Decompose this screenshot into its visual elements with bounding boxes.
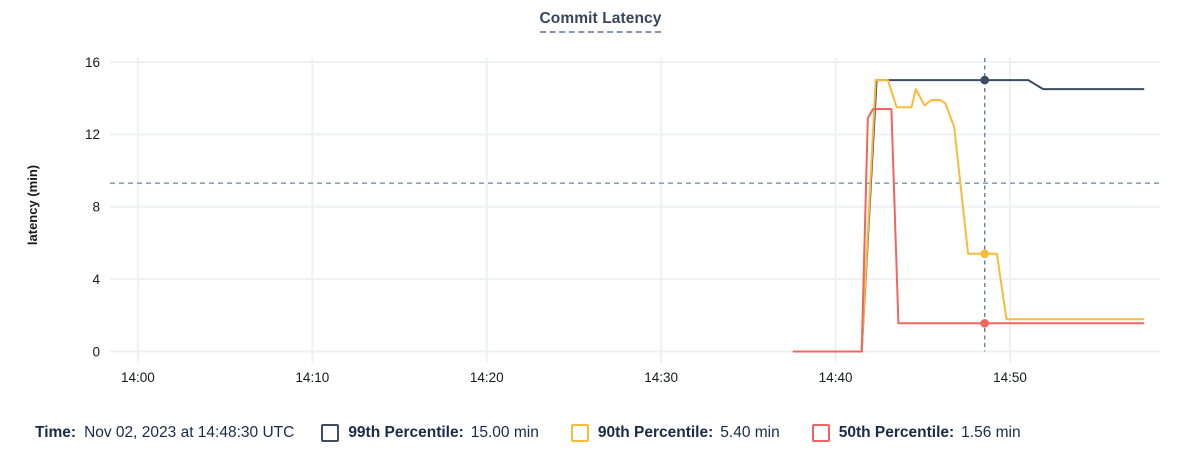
series-line-99th-percentile[interactable] bbox=[792, 79, 1145, 353]
series-line-50th-percentile[interactable] bbox=[792, 108, 1145, 353]
x-tick-label: 14:00 bbox=[121, 370, 155, 385]
y-tick-label: 0 bbox=[92, 344, 100, 359]
cursor-time-readout: Time: Nov 02, 2023 at 14:48:30 UTC bbox=[35, 424, 294, 442]
legend-item-50th-percentile[interactable]: 50th Percentile: 1.56 min bbox=[811, 424, 1021, 442]
p99-label: 99th Percentile: bbox=[348, 424, 464, 441]
x-tick-label: 14:20 bbox=[470, 370, 504, 385]
x-tick-label: 14:10 bbox=[295, 370, 329, 385]
series-line-90th-percentile[interactable] bbox=[792, 79, 1145, 353]
p99-swatch bbox=[321, 424, 340, 442]
chart-footer: Time: Nov 02, 2023 at 14:48:30 UTC 99th … bbox=[35, 424, 1021, 442]
p50-swatch bbox=[811, 424, 830, 442]
chart-title[interactable]: Commit Latency bbox=[539, 10, 662, 33]
y-tick-label: 4 bbox=[92, 272, 100, 287]
cursor-marker-99th-percentile bbox=[980, 75, 990, 85]
p50-label: 50th Percentile: bbox=[838, 424, 955, 441]
p99-value: 15.00 min bbox=[470, 424, 539, 441]
cursor-marker-50th-percentile bbox=[980, 318, 990, 328]
time-label: Time: bbox=[35, 424, 77, 441]
x-tick-label: 14:30 bbox=[644, 370, 678, 385]
cursor-marker-90th-percentile bbox=[980, 249, 990, 259]
x-tick-label: 14:50 bbox=[993, 370, 1027, 385]
p90-swatch bbox=[570, 424, 589, 442]
time-value: Nov 02, 2023 at 14:48:30 UTC bbox=[84, 424, 295, 441]
p50-value: 1.56 min bbox=[961, 424, 1021, 441]
y-tick-label: 8 bbox=[92, 200, 100, 215]
x-tick-label: 14:40 bbox=[819, 370, 853, 385]
y-axis-title: latency (min) bbox=[25, 165, 40, 245]
y-tick-label: 16 bbox=[85, 55, 100, 70]
y-tick-label: 12 bbox=[85, 127, 100, 142]
p90-label: 90th Percentile: bbox=[597, 424, 714, 441]
legend-item-99th-percentile[interactable]: 99th Percentile: 15.00 min bbox=[321, 424, 539, 442]
p90-value: 5.40 min bbox=[720, 424, 780, 441]
legend-item-90th-percentile[interactable]: 90th Percentile: 5.40 min bbox=[570, 424, 780, 442]
